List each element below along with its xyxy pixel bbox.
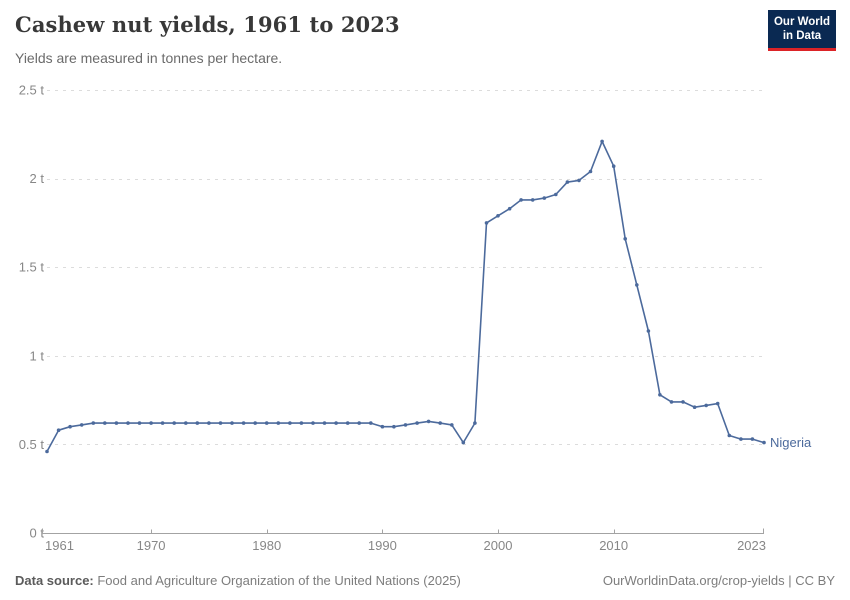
owid-logo-line2: in Data xyxy=(782,29,822,42)
data-point[interactable] xyxy=(45,449,49,454)
data-point[interactable] xyxy=(79,423,84,427)
data-point[interactable] xyxy=(692,405,697,410)
data-source-text: Food and Agriculture Organization of the… xyxy=(93,573,461,588)
data-point[interactable] xyxy=(218,421,223,425)
owid-logo-line1: Our World xyxy=(773,16,830,28)
data-point[interactable] xyxy=(681,400,685,404)
data-point[interactable] xyxy=(565,180,570,184)
data-point[interactable] xyxy=(461,440,466,445)
data-point[interactable] xyxy=(334,421,338,425)
data-point[interactable] xyxy=(103,421,107,425)
data-point[interactable] xyxy=(669,400,674,404)
data-point[interactable] xyxy=(473,421,477,425)
data-point[interactable] xyxy=(750,437,755,441)
data-point[interactable] xyxy=(68,424,72,429)
data-point[interactable] xyxy=(172,421,176,425)
y-tick-label: 0.5 t xyxy=(19,437,45,452)
data-point[interactable] xyxy=(322,421,327,425)
data-point[interactable] xyxy=(727,433,732,438)
data-point[interactable] xyxy=(114,421,119,425)
page-title: Cashew nut yields, 1961 to 2023 xyxy=(15,12,400,37)
data-point[interactable] xyxy=(264,421,269,425)
data-point[interactable] xyxy=(369,421,373,425)
data-point[interactable] xyxy=(160,421,165,425)
data-point[interactable] xyxy=(542,196,547,200)
data-point[interactable] xyxy=(623,237,627,241)
data-point[interactable] xyxy=(345,421,350,425)
data-point[interactable] xyxy=(426,419,431,424)
x-tick-label: 1970 xyxy=(137,538,166,553)
data-point[interactable] xyxy=(739,437,743,441)
data-source-label: Data source: xyxy=(15,573,94,588)
yield-line[interactable] xyxy=(46,140,765,453)
x-tick-label: 2000 xyxy=(484,538,513,553)
data-point[interactable] xyxy=(646,329,651,333)
data-point[interactable] xyxy=(450,423,454,427)
y-tick-label: 1 t xyxy=(30,348,45,363)
data-point[interactable] xyxy=(195,421,200,425)
data-point[interactable] xyxy=(715,401,720,406)
data-point[interactable] xyxy=(507,206,512,211)
data-point[interactable] xyxy=(253,421,257,425)
data-point[interactable] xyxy=(415,421,419,425)
data-point[interactable] xyxy=(392,424,396,429)
data-point[interactable] xyxy=(230,421,234,425)
data-point[interactable] xyxy=(184,421,188,425)
x-tick-label: 2010 xyxy=(599,538,628,553)
y-tick-label: 1.5 t xyxy=(19,260,45,275)
data-point[interactable] xyxy=(658,393,662,397)
license-note[interactable]: OurWorldinData.org/crop-yields | CC BY xyxy=(602,573,835,588)
y-tick-label: 2.5 t xyxy=(19,83,45,98)
data-point[interactable] xyxy=(611,164,616,168)
data-point[interactable] xyxy=(149,421,153,425)
data-point[interactable] xyxy=(288,421,292,425)
data-point[interactable] xyxy=(126,421,130,425)
x-tick-label: 2023 xyxy=(737,538,766,553)
data-point[interactable] xyxy=(577,178,581,183)
data-point[interactable] xyxy=(403,423,408,427)
chart-subtitle: Yields are measured in tonnes per hectar… xyxy=(15,50,283,66)
data-point[interactable] xyxy=(762,440,766,445)
data-point[interactable] xyxy=(496,214,500,218)
data-point[interactable] xyxy=(484,221,489,225)
entity-label-nigeria[interactable]: Nigeria xyxy=(770,435,812,450)
data-point[interactable] xyxy=(704,403,708,408)
y-tick-label: 0 t xyxy=(30,526,45,541)
data-point[interactable] xyxy=(380,424,385,429)
owid-logo[interactable]: Our World in Data xyxy=(768,10,836,51)
y-tick-label: 2 t xyxy=(30,171,45,186)
data-point[interactable] xyxy=(207,421,211,425)
data-point[interactable] xyxy=(519,198,523,202)
chart-footer: Data source: Food and Agriculture Organi… xyxy=(15,573,835,588)
data-point[interactable] xyxy=(241,421,246,425)
data-point[interactable] xyxy=(600,139,604,144)
x-tick-label: 1961 xyxy=(45,538,74,553)
data-point[interactable] xyxy=(91,421,96,425)
data-point[interactable] xyxy=(311,421,315,425)
data-point[interactable] xyxy=(588,169,593,174)
data-point[interactable] xyxy=(554,192,558,197)
data-point[interactable] xyxy=(530,198,535,202)
x-tick-label: 1980 xyxy=(252,538,281,553)
data-point[interactable] xyxy=(635,283,639,287)
data-point[interactable] xyxy=(357,421,362,425)
data-source-note: Data source: Food and Agriculture Organi… xyxy=(15,573,461,588)
x-tick-label: 1990 xyxy=(368,538,397,553)
data-point[interactable] xyxy=(438,421,443,425)
data-point[interactable] xyxy=(276,421,281,425)
data-point[interactable] xyxy=(299,421,304,425)
data-point[interactable] xyxy=(56,428,61,433)
data-point[interactable] xyxy=(137,421,142,425)
